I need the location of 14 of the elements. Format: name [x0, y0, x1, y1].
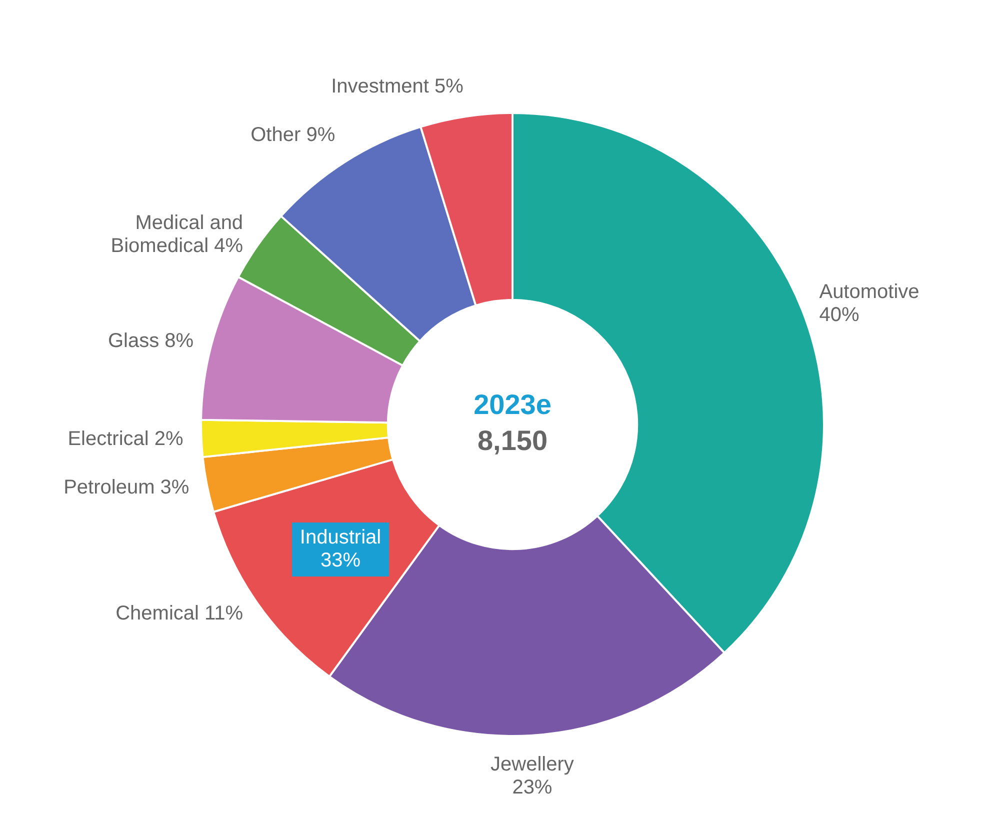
- data-label: 40%: [819, 304, 860, 326]
- text: Industrial 33%: [300, 526, 382, 572]
- slice-label: Glass 8%: [108, 330, 194, 352]
- slice-label: Other 9%: [250, 124, 336, 146]
- text: 8,150: [477, 425, 548, 456]
- slice-label: Medical and Biomedical 4%: [110, 212, 244, 257]
- slice-label: Petroleum 3%: [64, 476, 190, 499]
- slice-label: Automotive: [819, 281, 920, 304]
- slice-label: Chemical 11%: [116, 602, 244, 625]
- slice-label: Jewellery: [490, 753, 574, 776]
- data-label: 23%: [512, 776, 552, 798]
- slice-label: Investment 5%: [331, 76, 464, 98]
- text: 2023e: [474, 389, 552, 420]
- slice-label: Electrical 2%: [68, 428, 184, 450]
